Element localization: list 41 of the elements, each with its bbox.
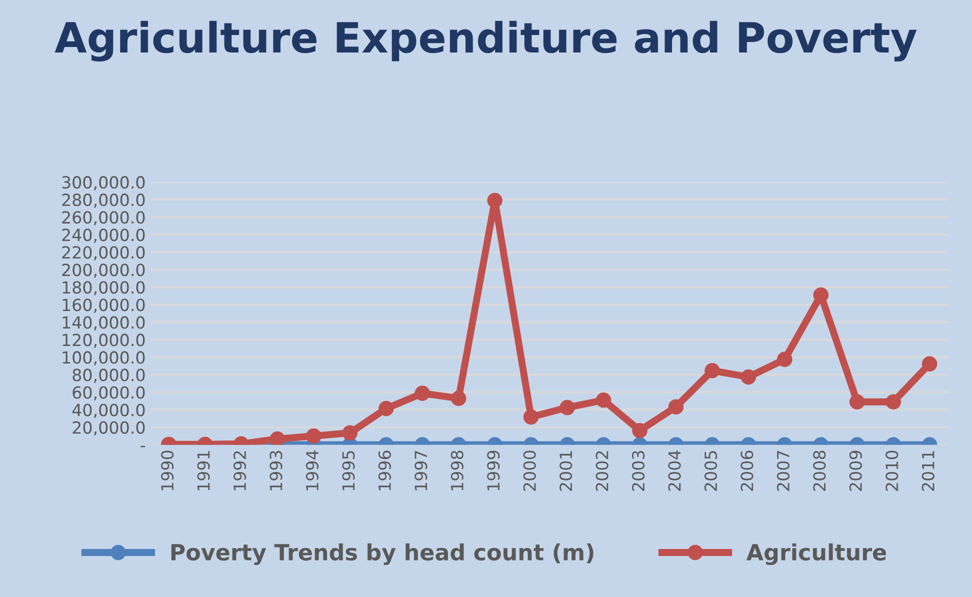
y-tick-label: 200,000.0 [62,264,145,278]
x-tick-label: 2004 [668,450,681,491]
y-tick-label: 140,000.0 [62,316,145,330]
chart-title: Agriculture Expenditure and Poverty [54,20,917,62]
x-tick-label: 1991 [197,451,210,490]
x-tick-label: 2008 [813,450,826,491]
y-tick-label: - [140,446,145,448]
x-tick-label: 2002 [596,451,608,491]
x-tick-label: 1993 [270,450,282,490]
y-tick-label: 280,000.0 [62,194,145,208]
x-tick-label: 1994 [306,450,319,490]
legend-label: Agriculture [746,543,886,566]
x-tick-label: 2010 [886,450,898,491]
x-tick-label: 2006 [740,450,754,491]
y-tick-label: 300,000.0 [62,176,145,190]
y-tick-label: 100,000.0 [62,351,145,366]
y-tick-label: 40,000.0 [72,404,145,418]
x-tick-label: 2005 [704,451,718,491]
legend-label: Poverty Trends by head count (m) [171,543,594,566]
x-tick-label: 1995 [342,451,355,490]
x-tick-label: 1992 [233,451,246,490]
y-tick-label: 80,000.0 [72,368,145,383]
x-tick-label: 1990 [161,450,174,490]
y-tick-label: 240,000.0 [62,228,145,243]
x-tick-label: 1996 [378,450,391,490]
y-tick-label: 20,000.0 [72,421,145,436]
x-tick-label: 2003 [632,450,645,491]
x-tick-label: 2001 [560,451,572,491]
x-tick-label: 2007 [776,451,790,491]
y-tick-label: 260,000.0 [62,211,145,226]
y-tick-label: 160,000.0 [62,298,145,313]
x-tick-label: 1998 [450,450,464,490]
y-tick-label: 220,000.0 [62,246,145,260]
x-tick-label: 2009 [849,450,862,491]
x-tick-label: 1999 [487,450,500,490]
y-tick-label: 180,000.0 [62,281,145,296]
x-tick-label: 2011 [922,451,934,491]
x-tick-label: 2000 [523,450,536,491]
x-tick-label: 1997 [414,451,428,490]
y-tick-label: 60,000.0 [72,386,145,400]
y-tick-label: 120,000.0 [62,334,145,348]
